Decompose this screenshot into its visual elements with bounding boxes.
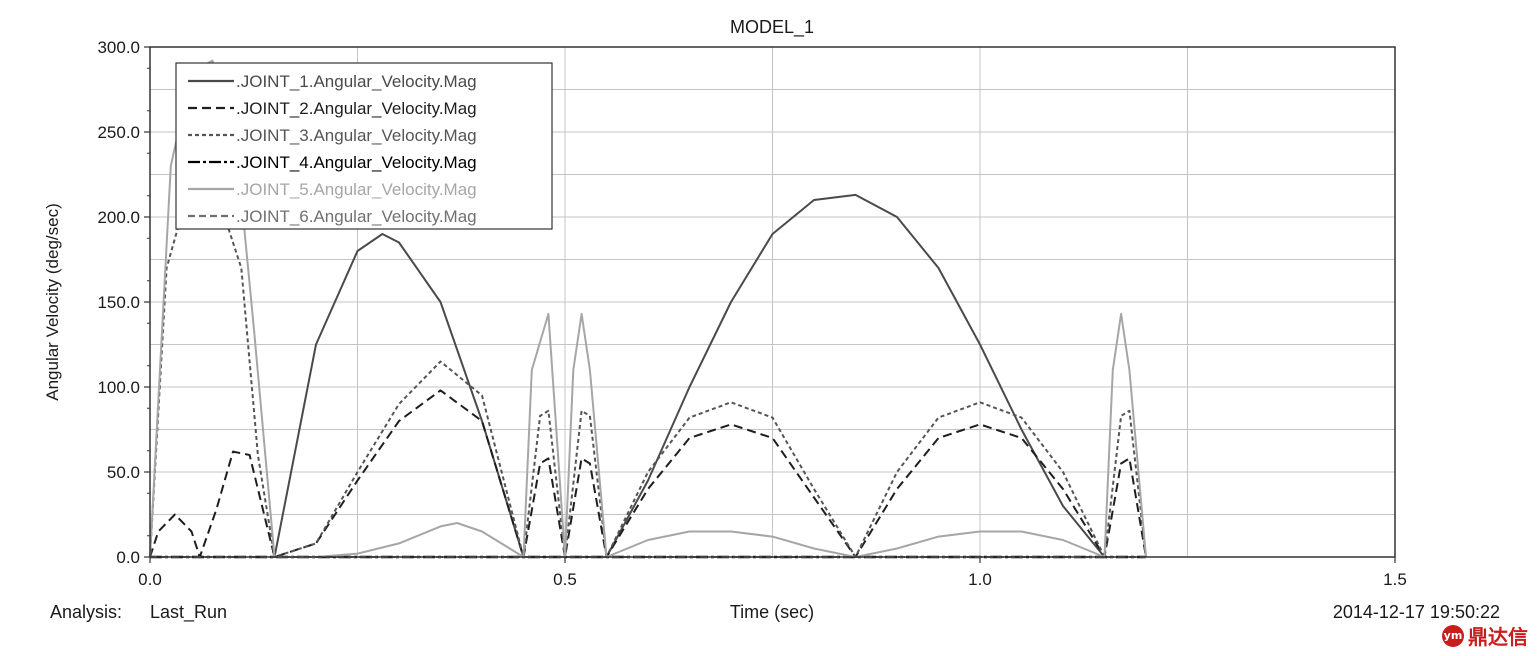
series-line-joint-3 (149, 178, 1147, 558)
legend-box (175, 62, 553, 230)
x-tick-label: 1.5 (1383, 570, 1407, 589)
timestamp: 2014-12-17 19:50:22 (1333, 602, 1500, 622)
legend-label: .JOINT_3.Angular_Velocity.Mag (236, 126, 477, 145)
y-tick-label: 200.0 (97, 208, 140, 227)
series-line-joint-1 (273, 193, 1106, 558)
x-tick-label: 0.0 (138, 570, 162, 589)
analysis-value: Last_Run (150, 602, 227, 623)
x-tick-label: 1.0 (968, 570, 992, 589)
x-axis-label: Time (sec) (730, 602, 814, 622)
legend-label: .JOINT_4.Angular_Velocity.Mag (236, 153, 477, 172)
analysis-label: Analysis: (50, 602, 122, 622)
watermark-logo-icon: ym (1442, 624, 1464, 647)
y-axis-label: Angular Velocity (deg/sec) (43, 203, 62, 401)
y-tick-label: 300.0 (97, 38, 140, 57)
watermark-text: 鼎达信 (1468, 625, 1528, 649)
series-line-joint-2 (149, 389, 1147, 558)
y-tick-label: 50.0 (107, 463, 140, 482)
y-tick-label: 150.0 (97, 293, 140, 312)
grid (150, 47, 1395, 557)
legend-label: .JOINT_5.Angular_Velocity.Mag (236, 180, 477, 199)
watermark: ym 鼎达信 (1442, 621, 1528, 650)
y-tick-label: 250.0 (97, 123, 140, 142)
ticks: 0.0 50.0 100.0 150.0 200.0 250.0 300.0 0.0 0.5 1.… (97, 38, 1406, 589)
x-tick-label: 0.5 (553, 570, 577, 589)
chart-title: MODEL_1 (730, 17, 814, 38)
legend: .JOINT_1.Angular_Velocity.Mag .JOINT_2.An… (175, 62, 553, 230)
legend-label: .JOINT_1.Angular_Velocity.Mag (236, 72, 477, 91)
y-tick-label: 0.0 (116, 548, 140, 567)
y-tick-label: 100.0 (97, 378, 140, 397)
legend-label: .JOINT_6.Angular_Velocity.Mag (236, 207, 477, 226)
legend-label: .JOINT_2.Angular_Velocity.Mag (236, 99, 477, 118)
